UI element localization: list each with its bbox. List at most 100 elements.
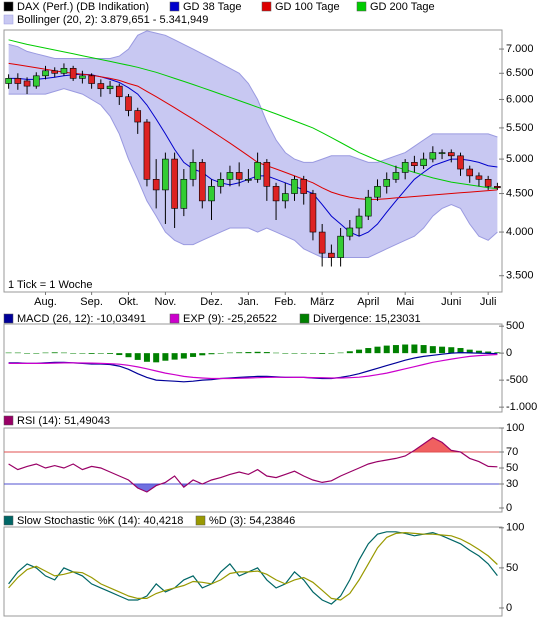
candle-body: [484, 179, 492, 187]
divergence-bar: [79, 353, 86, 354]
divergence-bar: [236, 352, 243, 354]
divergence-bar: [97, 353, 104, 354]
threshold-fill: [8, 437, 498, 452]
divergence-bar: [107, 353, 114, 354]
x-tick-label: Aug.: [34, 296, 57, 308]
divergence-bar: [51, 352, 58, 354]
plot-layer: [5, 30, 501, 267]
candle-body: [79, 75, 86, 79]
divergence-bar: [429, 346, 436, 354]
legend-swatch: [261, 1, 272, 12]
divergence-bar: [33, 353, 40, 354]
x-tick-label: Dez.: [200, 296, 223, 308]
legend-label: GD 200 Tage: [370, 1, 435, 13]
divergence-bar: [328, 353, 335, 354]
candle-body: [23, 80, 31, 87]
divergence-bar: [282, 353, 289, 354]
candle-body: [235, 172, 243, 180]
candle-body: [134, 110, 142, 123]
y-tick-label: 6.000: [506, 93, 534, 105]
plot-layer: [5, 344, 501, 383]
divergence-bar: [125, 353, 132, 358]
candle-body: [263, 162, 271, 187]
divergence-bar: [24, 353, 31, 354]
plot-layer: [8, 531, 498, 605]
y-tick-label: 5.000: [506, 153, 534, 165]
candle-body: [32, 75, 40, 87]
candle-body: [162, 158, 169, 191]
divergence-bar: [171, 353, 178, 360]
y-tick-label: 50: [506, 562, 518, 574]
legend-label: EXP (9): -25,26522: [183, 313, 277, 325]
divergence-bar: [245, 352, 252, 354]
indicator-line: [8, 351, 498, 383]
candle-body: [466, 168, 474, 177]
y-tick-label: 7.000: [506, 43, 534, 55]
divergence-bar: [217, 353, 224, 354]
candle-body: [180, 179, 188, 209]
divergence-bar: [14, 352, 21, 354]
legend-label: Bollinger (20, 2): 3.879,651 - 5.341,949: [17, 14, 208, 26]
divergence-bar: [365, 348, 372, 354]
y-tick-label: 3.500: [506, 270, 534, 282]
candle-body: [291, 179, 298, 194]
legend-label: GD 38 Tage: [183, 1, 242, 13]
legend-label: GD 100 Tage: [275, 1, 340, 13]
bollinger-lower: [8, 88, 498, 258]
plot-area: [3, 323, 503, 413]
y-tick-label: 100: [506, 522, 524, 534]
candle-body: [42, 70, 49, 77]
x-tick-label: Okt.: [118, 296, 138, 308]
legend-label: MACD (26, 12): -10,03491: [17, 313, 146, 325]
candle-body: [171, 158, 178, 209]
candle-body: [152, 179, 160, 191]
candle-body: [309, 193, 317, 233]
legend-label: Divergence: 15,23031: [313, 313, 421, 325]
candle-body: [355, 215, 363, 229]
divergence-bar: [337, 352, 344, 354]
y-tick-label: 0: [506, 602, 512, 614]
divergence-bar: [291, 353, 298, 354]
candle-body: [281, 193, 289, 202]
candle-body: [69, 67, 77, 79]
y-tick-label: 4.000: [506, 226, 534, 238]
candle-body: [346, 227, 354, 237]
candle-body: [115, 85, 123, 98]
divergence-bar: [485, 351, 492, 354]
divergence-bar: [273, 352, 280, 354]
legend-swatch: [195, 515, 206, 526]
y-tick-label: 50: [506, 462, 518, 474]
divergence-bar: [383, 345, 390, 354]
legend-swatch: [3, 515, 14, 526]
candle-body: [88, 75, 95, 84]
candle-body: [125, 96, 132, 111]
candle-body: [254, 162, 261, 180]
candle-body: [198, 162, 206, 202]
legend-label: RSI (14): 51,49043: [17, 415, 110, 427]
divergence-bar: [309, 353, 316, 354]
x-tick-label: Nov.: [154, 296, 176, 308]
divergence-bar: [190, 353, 197, 357]
divergence-bar: [466, 349, 473, 354]
candle-body: [420, 158, 427, 166]
candle-body: [438, 152, 446, 154]
x-tick-label: Jan.: [238, 296, 259, 308]
divergence-bar: [180, 353, 187, 359]
divergence-bar: [411, 344, 418, 354]
candle-body: [51, 70, 59, 74]
candle-body: [217, 179, 225, 187]
candle-body: [14, 78, 22, 84]
divergence-bar: [356, 349, 363, 354]
divergence-bar: [70, 353, 77, 354]
candle-body: [457, 155, 464, 170]
divergence-bar: [448, 347, 455, 354]
candle-body: [143, 121, 151, 180]
note: 1 Tick = 1 Woche: [8, 279, 92, 291]
plot-layer: [4, 436, 502, 493]
candle-body: [272, 186, 280, 202]
candle-body: [374, 186, 381, 198]
divergence-bar: [457, 348, 464, 354]
y-tick-label: 30: [506, 478, 518, 490]
divergence-bar: [439, 346, 446, 354]
y-tick-label: 100: [506, 422, 524, 434]
